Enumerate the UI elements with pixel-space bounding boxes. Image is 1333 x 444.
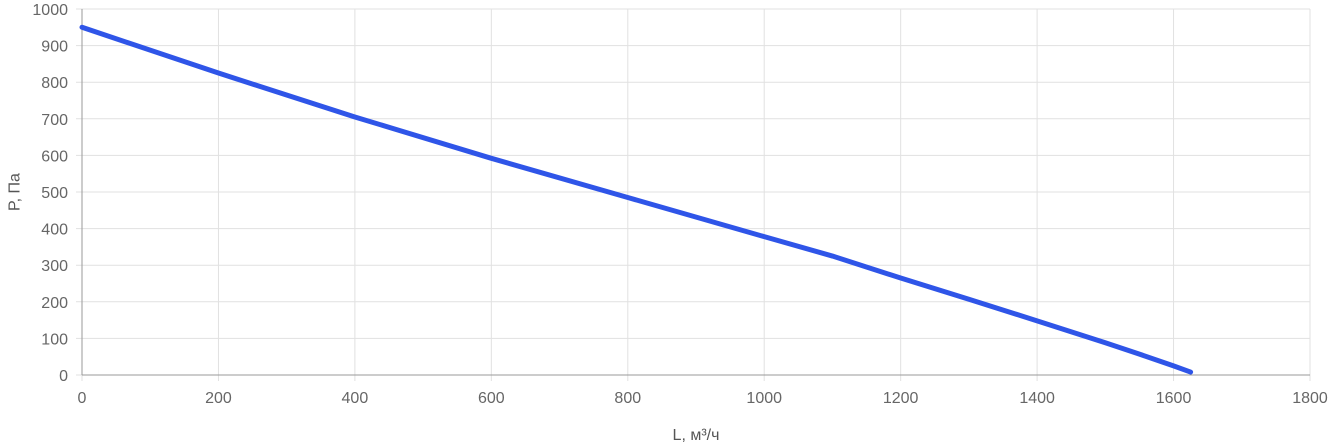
y-tick-label: 700 (41, 112, 68, 129)
x-tick-label: 1800 (1292, 390, 1328, 407)
x-tick-label: 800 (614, 390, 641, 407)
y-axis-title: P, Па (7, 173, 24, 211)
x-tick-label: 1400 (1019, 390, 1055, 407)
x-tick-label: 200 (205, 390, 232, 407)
x-tick-label: 1000 (746, 390, 782, 407)
x-tick-label: 600 (478, 390, 505, 407)
grid (76, 8, 1311, 381)
x-tick-labels: 0 200 400 600 800 1000 1200 1400 1600 1800 (78, 390, 1328, 407)
x-tick-label: 1200 (883, 390, 919, 407)
y-tick-label: 300 (41, 258, 68, 275)
series-line (79, 24, 1194, 375)
x-axis-title: L, м³/ч (673, 427, 720, 444)
series (79, 24, 1194, 375)
y-tick-label: 900 (41, 39, 68, 56)
y-tick-label: 0 (59, 368, 68, 385)
y-tick-label: 1000 (32, 2, 68, 19)
x-tick-label: 0 (78, 390, 87, 407)
y-tick-label: 400 (41, 222, 68, 239)
y-tick-label: 500 (41, 185, 68, 202)
x-tick-label: 400 (342, 390, 369, 407)
y-tick-label: 800 (41, 75, 68, 92)
axes (81, 9, 1310, 376)
y-tick-labels: 0 100 200 300 400 500 600 700 800 900 1000 (32, 2, 68, 385)
y-tick-label: 600 (41, 148, 68, 165)
y-tick-label: 200 (41, 295, 68, 312)
x-tick-label: 1600 (1156, 390, 1192, 407)
y-tick-label: 100 (41, 331, 68, 348)
